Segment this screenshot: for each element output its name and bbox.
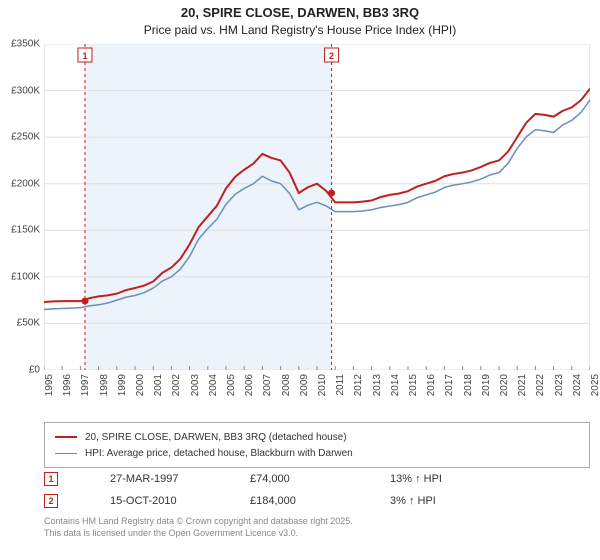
x-tick-label: 2000 — [135, 374, 146, 396]
chart-container: 20, SPIRE CLOSE, DARWEN, BB3 3RQ Price p… — [0, 0, 600, 560]
legend-row: 20, SPIRE CLOSE, DARWEN, BB3 3RQ (detach… — [55, 429, 579, 445]
x-tick-label: 1997 — [80, 374, 91, 396]
legend-swatch — [55, 436, 77, 438]
x-tick-label: 2015 — [408, 374, 419, 396]
x-tick-label: 2011 — [335, 374, 346, 396]
marker-row: 1 27-MAR-1997 £74,000 13% ↑ HPI — [44, 468, 590, 490]
title-line-2: Price paid vs. HM Land Registry's House … — [0, 22, 600, 39]
y-tick-label: £100K — [11, 271, 40, 282]
marker-date: 15-OCT-2010 — [110, 495, 210, 507]
marker-price: £74,000 — [250, 473, 350, 485]
x-tick-label: 1995 — [44, 374, 55, 396]
x-tick-label: 2002 — [171, 374, 182, 396]
x-tick-label: 2010 — [317, 374, 328, 396]
marker-price: £184,000 — [250, 495, 350, 507]
x-tick-label: 2003 — [190, 374, 201, 396]
x-tick-label: 2013 — [372, 374, 383, 396]
x-tick-label: 2021 — [517, 374, 528, 396]
x-tick-label: 2009 — [299, 374, 310, 396]
title-block: 20, SPIRE CLOSE, DARWEN, BB3 3RQ Price p… — [0, 0, 600, 39]
x-tick-label: 2001 — [153, 374, 164, 396]
svg-text:2: 2 — [329, 51, 334, 61]
y-tick-label: £350K — [11, 39, 40, 50]
plot-area: 12 — [44, 44, 590, 370]
title-line-1: 20, SPIRE CLOSE, DARWEN, BB3 3RQ — [0, 4, 600, 22]
y-tick-label: £250K — [11, 132, 40, 143]
x-tick-label: 2022 — [535, 374, 546, 396]
y-axis: £0£50K£100K£150K£200K£250K£300K£350K — [0, 44, 44, 370]
x-tick-label: 1996 — [62, 374, 73, 396]
svg-text:1: 1 — [82, 51, 87, 61]
x-tick-label: 2018 — [463, 374, 474, 396]
marker-box: 1 — [44, 472, 58, 486]
marker-row: 2 15-OCT-2010 £184,000 3% ↑ HPI — [44, 490, 590, 512]
x-tick-label: 2014 — [390, 374, 401, 396]
legend-row: HPI: Average price, detached house, Blac… — [55, 445, 579, 461]
x-tick-label: 2020 — [499, 374, 510, 396]
markers-table: 1 27-MAR-1997 £74,000 13% ↑ HPI 2 15-OCT-2010… — [44, 468, 590, 512]
y-tick-label: £200K — [11, 178, 40, 189]
plot-svg: 12 — [44, 44, 590, 370]
legend-swatch — [55, 453, 77, 454]
x-tick-label: 2007 — [262, 374, 273, 396]
x-tick-label: 2017 — [444, 374, 455, 396]
footer-line-2: This data is licensed under the Open Gov… — [44, 528, 590, 540]
x-tick-label: 2023 — [554, 374, 565, 396]
x-tick-label: 2024 — [572, 374, 583, 396]
y-tick-label: £150K — [11, 225, 40, 236]
marker-box: 2 — [44, 494, 58, 508]
x-tick-label: 2006 — [244, 374, 255, 396]
x-tick-label: 2005 — [226, 374, 237, 396]
legend: 20, SPIRE CLOSE, DARWEN, BB3 3RQ (detach… — [44, 422, 590, 468]
x-tick-label: 2012 — [353, 374, 364, 396]
footer-line-1: Contains HM Land Registry data © Crown c… — [44, 516, 590, 528]
x-tick-label: 2016 — [426, 374, 437, 396]
x-tick-label: 1998 — [99, 374, 110, 396]
y-tick-label: £50K — [17, 318, 40, 329]
x-tick-label: 2025 — [590, 374, 600, 396]
marker-delta: 13% ↑ HPI — [390, 473, 490, 485]
x-tick-label: 2008 — [281, 374, 292, 396]
x-tick-label: 2019 — [481, 374, 492, 396]
footer: Contains HM Land Registry data © Crown c… — [44, 516, 590, 539]
x-tick-label: 2004 — [208, 374, 219, 396]
x-axis: 1995 1996 1997 1998 1999 2000 2001 2002 2003 2004… — [44, 370, 590, 424]
x-tick-label: 1999 — [117, 374, 128, 396]
legend-label: HPI: Average price, detached house, Blac… — [85, 448, 353, 459]
y-tick-label: £0 — [29, 365, 40, 376]
y-tick-label: £300K — [11, 85, 40, 96]
legend-label: 20, SPIRE CLOSE, DARWEN, BB3 3RQ (detach… — [85, 432, 347, 443]
marker-delta: 3% ↑ HPI — [390, 495, 490, 507]
marker-date: 27-MAR-1997 — [110, 473, 210, 485]
